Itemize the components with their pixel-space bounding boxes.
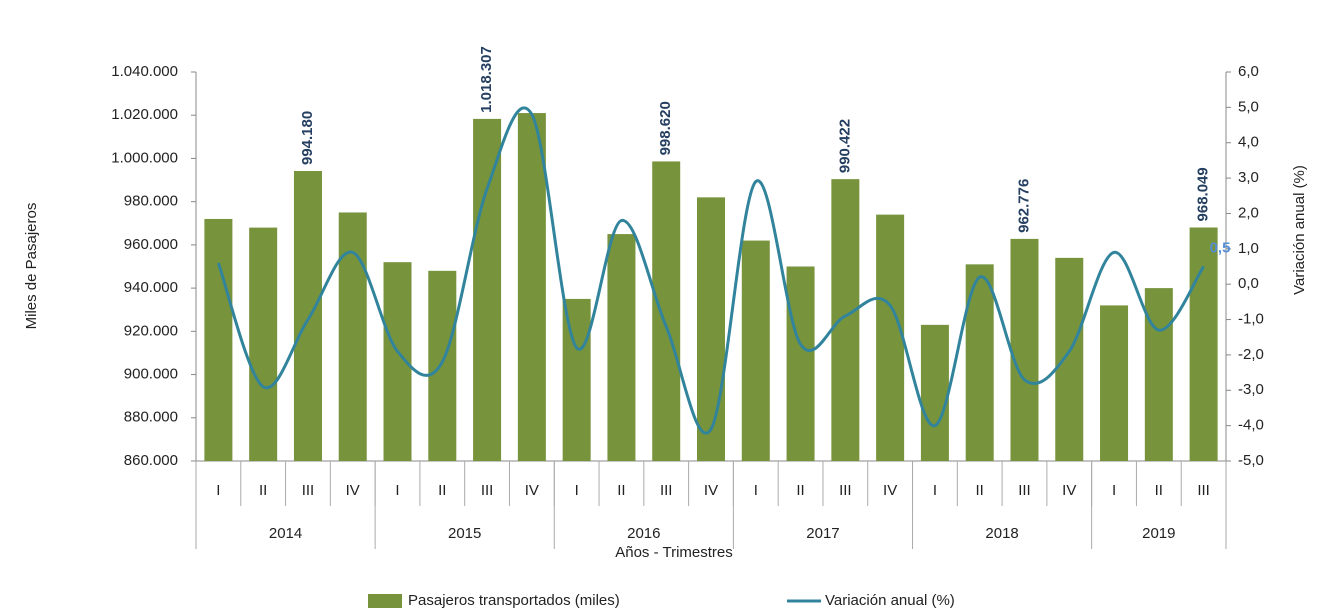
y-tick-label: 900.000 bbox=[124, 366, 178, 383]
y2-tick-label: -1,0 bbox=[1238, 311, 1264, 328]
bar bbox=[1144, 288, 1173, 461]
year-label: 2017 bbox=[806, 525, 839, 542]
bar bbox=[428, 270, 457, 461]
bar bbox=[517, 113, 546, 462]
bar bbox=[920, 324, 949, 461]
bar-value-label: 994.180 bbox=[299, 111, 316, 165]
bar bbox=[1189, 227, 1218, 461]
legend-label: Variación anual (%) bbox=[825, 592, 955, 609]
x-tick-label: II bbox=[796, 482, 804, 499]
bar bbox=[1100, 305, 1129, 461]
x-tick-label: IV bbox=[1062, 482, 1076, 499]
y2-axis-title: Variación anual (%) bbox=[1291, 165, 1308, 295]
x-tick-label: III bbox=[1018, 482, 1031, 499]
y2-tick-label: -4,0 bbox=[1238, 417, 1264, 434]
y-tick-label: 920.000 bbox=[124, 322, 178, 339]
x-tick-label: II bbox=[976, 482, 984, 499]
x-tick-label: I bbox=[933, 482, 937, 499]
bar bbox=[249, 227, 278, 461]
x-tick-label: I bbox=[1112, 482, 1116, 499]
year-label: 2016 bbox=[627, 525, 660, 542]
x-tick-label: III bbox=[660, 482, 673, 499]
year-label: 2014 bbox=[269, 525, 302, 542]
bar bbox=[607, 234, 636, 461]
x-tick-label: III bbox=[481, 482, 494, 499]
y-tick-label: 940.000 bbox=[124, 279, 178, 296]
bar bbox=[831, 179, 860, 462]
x-tick-label: I bbox=[754, 482, 758, 499]
x-tick-label: II bbox=[259, 482, 267, 499]
x-tick-label: IV bbox=[704, 482, 718, 499]
x-tick-label: I bbox=[395, 482, 399, 499]
bar bbox=[562, 298, 591, 461]
bar-value-label: 998.620 bbox=[657, 101, 674, 155]
y2-tick-label: 2,0 bbox=[1238, 204, 1259, 221]
bar-value-label: 962.776 bbox=[1015, 179, 1032, 233]
y-tick-label: 860.000 bbox=[124, 452, 178, 469]
y2-tick-label: -3,0 bbox=[1238, 381, 1264, 398]
year-label: 2019 bbox=[1142, 525, 1175, 542]
y-tick-label: 960.000 bbox=[124, 236, 178, 253]
x-tick-label: III bbox=[839, 482, 852, 499]
y2-tick-label: 6,0 bbox=[1238, 63, 1259, 80]
bar bbox=[652, 161, 681, 462]
bar bbox=[1010, 238, 1039, 461]
x-tick-label: IV bbox=[346, 482, 360, 499]
x-axis-title: Años - Trimestres bbox=[615, 544, 733, 561]
legend-swatch bbox=[368, 594, 402, 608]
bar bbox=[876, 214, 905, 461]
x-tick-label: II bbox=[617, 482, 625, 499]
bar bbox=[293, 171, 322, 462]
y-tick-label: 880.000 bbox=[124, 409, 178, 426]
line-value-label: 0,5 bbox=[1210, 239, 1231, 256]
x-tick-label: IV bbox=[883, 482, 897, 499]
y2-tick-label: 5,0 bbox=[1238, 98, 1259, 115]
x-tick-label: III bbox=[302, 482, 315, 499]
y-tick-label: 980.000 bbox=[124, 193, 178, 210]
y2-tick-label: 0,0 bbox=[1238, 275, 1259, 292]
year-label: 2018 bbox=[985, 525, 1018, 542]
bar bbox=[204, 218, 233, 461]
bar bbox=[473, 118, 502, 461]
bar-value-label: 1.018.307 bbox=[478, 46, 495, 113]
line bbox=[216, 106, 1205, 435]
y2-tick-label: 1,0 bbox=[1238, 240, 1259, 257]
y2-tick-label: -2,0 bbox=[1238, 346, 1264, 363]
y-tick-label: 1.020.000 bbox=[111, 106, 178, 123]
y-tick-label: 1.040.000 bbox=[111, 63, 178, 80]
bar bbox=[1055, 257, 1084, 461]
y2-tick-label: -5,0 bbox=[1238, 452, 1264, 469]
x-tick-label: III bbox=[1197, 482, 1210, 499]
x-tick-label: II bbox=[438, 482, 446, 499]
x-tick-label: II bbox=[1155, 482, 1163, 499]
bar-value-label: 990.422 bbox=[836, 119, 853, 173]
bar-value-label: 968.049 bbox=[1195, 167, 1212, 221]
x-tick-label: I bbox=[216, 482, 220, 499]
year-label: 2015 bbox=[448, 525, 481, 542]
x-tick-label: IV bbox=[525, 482, 539, 499]
y2-tick-label: 3,0 bbox=[1238, 169, 1259, 186]
bar bbox=[786, 266, 815, 461]
bar bbox=[338, 212, 367, 461]
x-tick-label: I bbox=[575, 482, 579, 499]
bar bbox=[697, 197, 725, 461]
y-axis-title: Miles de Pasajeros bbox=[23, 203, 40, 330]
bar bbox=[741, 240, 770, 461]
y2-tick-label: 4,0 bbox=[1238, 134, 1259, 151]
y-tick-label: 1.000.000 bbox=[111, 149, 178, 166]
legend-label: Pasajeros transportados (miles) bbox=[408, 592, 620, 609]
